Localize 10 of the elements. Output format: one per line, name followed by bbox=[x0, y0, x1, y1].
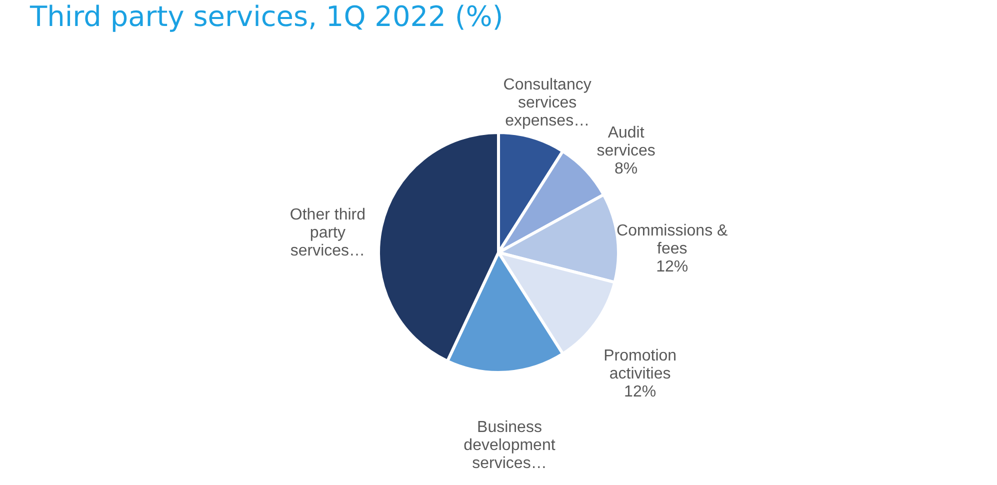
slice-label: Business development services… bbox=[464, 419, 556, 472]
slice-label: Commissions & fees bbox=[616, 222, 728, 258]
slice-label: Audit services bbox=[596, 124, 656, 160]
slice-label: Promotion activities bbox=[604, 347, 677, 382]
slice-label: Consultancy services expenses… bbox=[503, 76, 592, 130]
chart-title: Third party services, 1Q 2022 (%) bbox=[29, 0, 504, 33]
data-label: 8% bbox=[614, 160, 638, 178]
slice-label: Other third party services… bbox=[290, 206, 366, 260]
data-label: 12% bbox=[656, 258, 688, 276]
data-label: 12% bbox=[624, 383, 656, 400]
